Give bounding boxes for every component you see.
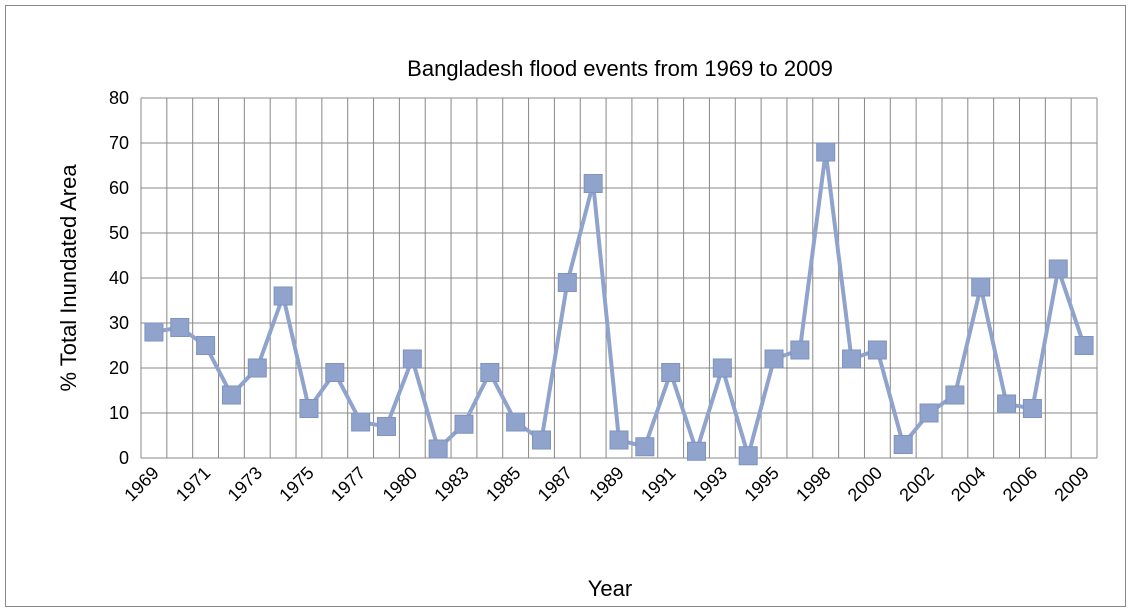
point-marker [196, 336, 216, 355]
point-marker [893, 435, 913, 454]
chart-title: Bangladesh flood events from 1969 to 200… [407, 56, 833, 81]
point-marker [273, 286, 293, 306]
y-axis-title: % Total Inundated Area [56, 164, 81, 392]
point-marker [428, 439, 448, 459]
point-marker [144, 322, 164, 342]
y-tick-label: 70 [109, 133, 129, 153]
point-marker [919, 403, 939, 423]
point-marker [945, 385, 965, 405]
point-marker [661, 363, 681, 382]
point-marker [454, 414, 474, 434]
point-marker [609, 430, 629, 450]
y-tick-label: 20 [109, 358, 129, 378]
point-marker [687, 441, 707, 461]
point-marker [867, 340, 887, 360]
point-marker [402, 349, 422, 369]
y-tick-label: 30 [109, 313, 129, 333]
point-marker [480, 363, 500, 382]
y-tick-label: 10 [109, 403, 129, 423]
point-marker [325, 363, 345, 382]
point-marker [790, 340, 810, 360]
y-tick-label: 40 [109, 268, 129, 288]
point-marker [1022, 399, 1042, 418]
chart-border [5, 5, 1126, 607]
point-marker [997, 394, 1017, 414]
y-tick-label: 0 [119, 448, 129, 468]
point-marker [221, 385, 241, 405]
x-axis-title: Year [588, 576, 632, 601]
point-marker [738, 446, 758, 466]
y-tick-label: 50 [109, 223, 129, 243]
point-marker [376, 417, 396, 436]
point-marker [299, 399, 319, 418]
point-marker [635, 437, 655, 457]
point-marker [506, 412, 526, 432]
point-marker [557, 273, 577, 292]
point-marker [583, 174, 603, 193]
point-marker [531, 430, 551, 450]
y-tick-label: 60 [109, 178, 129, 198]
y-tick-label: 80 [109, 88, 129, 108]
point-marker [712, 358, 732, 378]
point-marker [351, 412, 371, 432]
point-marker [1048, 259, 1068, 279]
point-marker [1074, 336, 1094, 355]
point-marker [971, 277, 991, 297]
point-marker [842, 349, 862, 369]
point-marker [816, 142, 836, 162]
point-marker [764, 349, 784, 369]
point-marker [170, 318, 190, 337]
point-marker [247, 358, 267, 378]
